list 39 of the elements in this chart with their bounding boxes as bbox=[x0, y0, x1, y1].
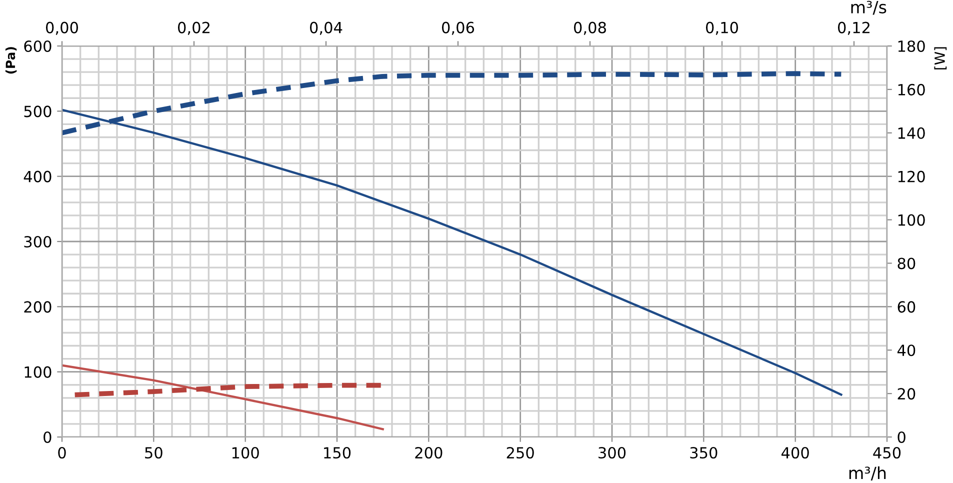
y2-tick-label: 20 bbox=[898, 388, 916, 400]
x-tick-label: 400 bbox=[782, 446, 809, 459]
x2-tick-label: 0,06 bbox=[442, 22, 474, 35]
x-tick-label: 50 bbox=[145, 446, 162, 459]
y-tick-label: 200 bbox=[24, 301, 52, 313]
y-tick-label: 300 bbox=[24, 236, 52, 248]
y-tick-label: 400 bbox=[24, 170, 52, 182]
y-tick-label: 100 bbox=[24, 366, 52, 378]
y2-tick-label: 160 bbox=[898, 84, 925, 96]
x-tick-label: 200 bbox=[415, 446, 442, 459]
x2-tick-label: 0,12 bbox=[838, 22, 870, 35]
x-tick-label: 250 bbox=[506, 446, 534, 459]
x-tick-label: 450 bbox=[873, 446, 901, 459]
y2-tick-label: 40 bbox=[897, 344, 916, 356]
y2-axis-title: [W] bbox=[934, 47, 947, 70]
x2-tick-label: 0,04 bbox=[310, 22, 342, 35]
x-tick-label: 0 bbox=[58, 446, 66, 459]
y-tick-label: 0 bbox=[44, 431, 52, 444]
y2-tick-label: 120 bbox=[898, 170, 925, 182]
x-tick-label: 100 bbox=[232, 446, 259, 459]
x2-tick-label: 0,08 bbox=[574, 22, 606, 35]
y-tick-label: 500 bbox=[24, 106, 52, 118]
y2-tick-label: 180 bbox=[898, 40, 925, 52]
y2-tick-label: 100 bbox=[898, 214, 925, 226]
x2-tick-label: 0,10 bbox=[706, 22, 738, 35]
x-tick-label: 350 bbox=[690, 446, 718, 459]
x-tick-label: 300 bbox=[598, 446, 626, 459]
x2-tick-label: 0,00 bbox=[46, 22, 78, 35]
x-axis-title: m³/h bbox=[849, 466, 886, 481]
line-series bbox=[62, 364, 384, 430]
y2-tick-label: 140 bbox=[898, 127, 925, 139]
x2-axis-title: m³/s bbox=[851, 0, 886, 15]
x-tick-label: 150 bbox=[324, 446, 351, 459]
x2-tick-label: 0,02 bbox=[178, 22, 210, 35]
y2-tick-label: 0 bbox=[898, 431, 906, 444]
y2-tick-label: 60 bbox=[898, 301, 916, 313]
y-tick-label: 600 bbox=[24, 40, 52, 52]
y-axis-title: (Pa) bbox=[5, 47, 17, 74]
y2-tick-label: 80 bbox=[898, 258, 916, 270]
